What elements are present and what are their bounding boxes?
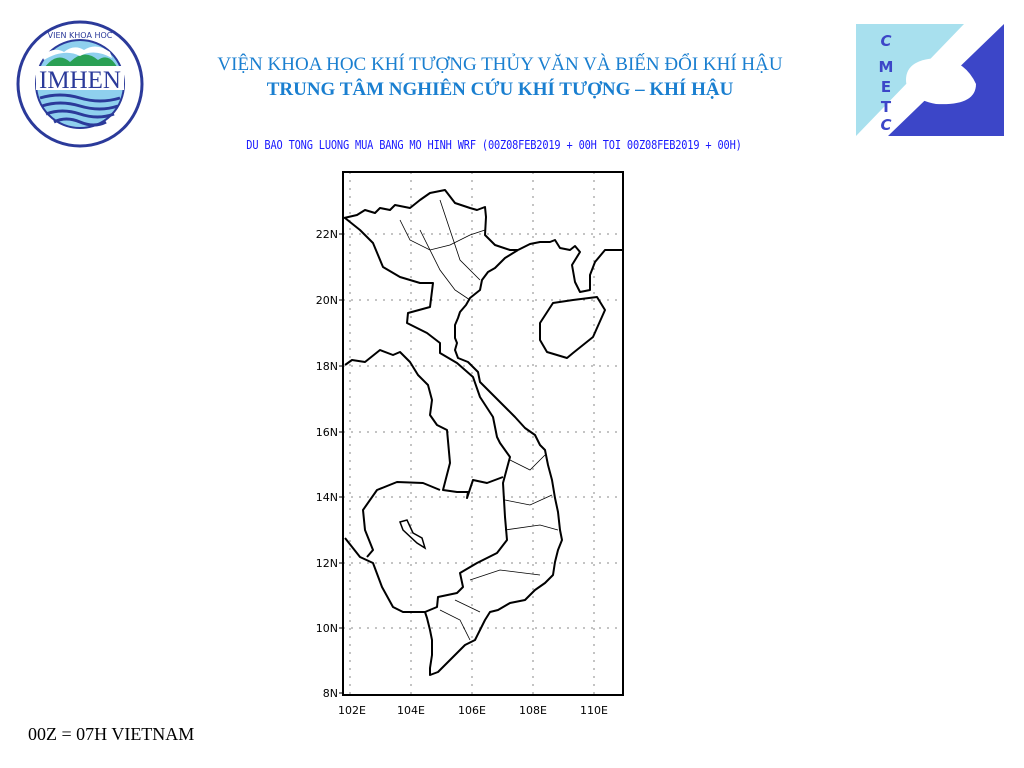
lat-label: 12N bbox=[316, 557, 338, 570]
cambodia-thailand-coast bbox=[344, 537, 425, 613]
vietnam-coast bbox=[424, 249, 563, 676]
center-title: TRUNG TÂM NGHIÊN CỨU KHÍ TƯỢNG – KHÍ HẬU bbox=[266, 79, 734, 100]
lon-label: 104E bbox=[397, 704, 425, 717]
map-grid bbox=[343, 172, 623, 695]
svg-text:M: M bbox=[879, 58, 894, 76]
timezone-note: 00Z = 07H VIETNAM bbox=[28, 724, 195, 744]
lat-label: 14N bbox=[316, 491, 338, 504]
svg-text:VIEN KHOA HOC: VIEN KHOA HOC bbox=[48, 31, 113, 40]
lat-label: 8N bbox=[323, 687, 338, 700]
tonle-sap-lake bbox=[399, 519, 427, 550]
svg-text:T: T bbox=[881, 98, 892, 116]
lat-label: 18N bbox=[316, 360, 338, 373]
svg-text:C: C bbox=[880, 32, 891, 50]
lon-label: 110E bbox=[580, 704, 608, 717]
lat-label: 16N bbox=[316, 426, 338, 439]
cambodia-thailand-border bbox=[362, 481, 441, 558]
svg-text:E: E bbox=[881, 78, 891, 96]
coastlines-borders bbox=[343, 189, 622, 676]
svg-text:C: C bbox=[880, 116, 891, 134]
china-coast bbox=[517, 239, 622, 293]
lat-label: 22N bbox=[316, 228, 338, 241]
lat-label: 10N bbox=[316, 622, 338, 635]
province-boundaries bbox=[399, 199, 559, 641]
svg-text:IMHEN: IMHEN bbox=[39, 67, 121, 94]
lon-label: 102E bbox=[338, 704, 366, 717]
map-title: DU BAO TONG LUONG MUA BANG MO HINH WRF (… bbox=[246, 138, 742, 152]
laos-vietnam-border-north bbox=[344, 217, 511, 613]
imhen-logo: IMHEN VIEN KHOA HOC bbox=[16, 20, 144, 148]
china-vietnam-border bbox=[343, 189, 518, 251]
institute-title: VIỆN KHOA HỌC KHÍ TƯỢNG THỦY VĂN VÀ BIẾN… bbox=[217, 54, 783, 75]
mekong-border bbox=[344, 349, 504, 499]
lon-label: 108E bbox=[519, 704, 547, 717]
lat-label: 20N bbox=[316, 294, 338, 307]
hainan-island bbox=[539, 296, 606, 359]
lon-label: 106E bbox=[458, 704, 486, 717]
map-frame bbox=[342, 171, 624, 696]
